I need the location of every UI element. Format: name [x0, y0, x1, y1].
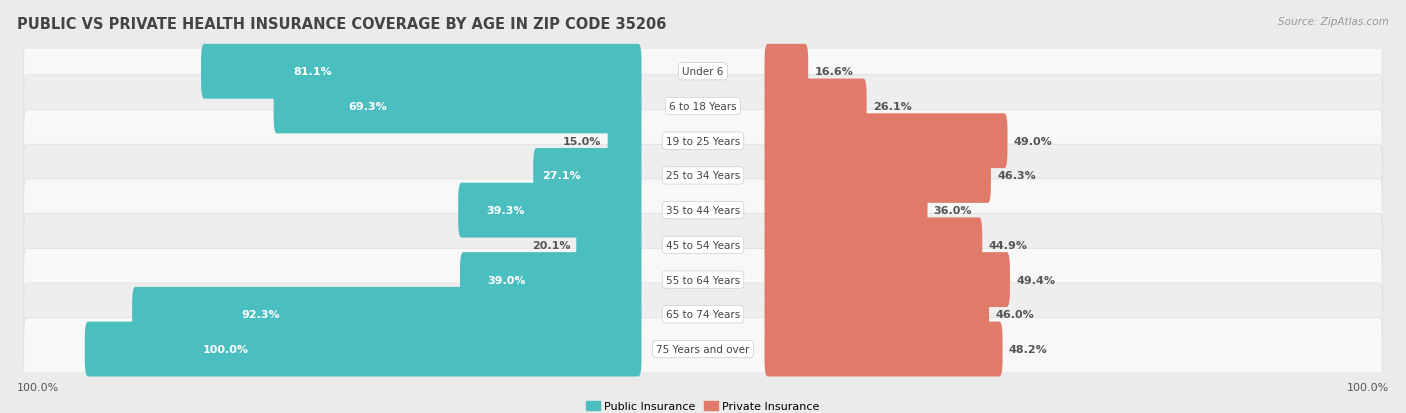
FancyBboxPatch shape	[765, 218, 983, 273]
FancyBboxPatch shape	[201, 45, 641, 100]
Text: 25 to 34 Years: 25 to 34 Years	[666, 171, 740, 181]
Text: 16.6%: 16.6%	[814, 67, 853, 77]
Text: 100.0%: 100.0%	[17, 382, 59, 392]
FancyBboxPatch shape	[24, 249, 1382, 311]
Text: 35 to 44 Years: 35 to 44 Years	[666, 206, 740, 216]
FancyBboxPatch shape	[24, 41, 1382, 103]
Text: 6 to 18 Years: 6 to 18 Years	[669, 102, 737, 112]
FancyBboxPatch shape	[765, 252, 1010, 307]
FancyBboxPatch shape	[458, 183, 641, 238]
Text: PUBLIC VS PRIVATE HEALTH INSURANCE COVERAGE BY AGE IN ZIP CODE 35206: PUBLIC VS PRIVATE HEALTH INSURANCE COVER…	[17, 17, 666, 31]
Text: 92.3%: 92.3%	[242, 310, 280, 320]
FancyBboxPatch shape	[84, 322, 641, 377]
FancyBboxPatch shape	[460, 252, 641, 307]
Text: 19 to 25 Years: 19 to 25 Years	[666, 136, 740, 146]
Text: 65 to 74 Years: 65 to 74 Years	[666, 310, 740, 320]
Text: 49.4%: 49.4%	[1017, 275, 1054, 285]
FancyBboxPatch shape	[765, 149, 991, 203]
Text: 46.3%: 46.3%	[997, 171, 1036, 181]
Text: 75 Years and over: 75 Years and over	[657, 344, 749, 354]
Text: 20.1%: 20.1%	[531, 240, 571, 250]
Text: 15.0%: 15.0%	[564, 136, 602, 146]
Text: 46.0%: 46.0%	[995, 310, 1033, 320]
FancyBboxPatch shape	[765, 79, 866, 134]
Text: 26.1%: 26.1%	[873, 102, 911, 112]
Legend: Public Insurance, Private Insurance: Public Insurance, Private Insurance	[586, 401, 820, 411]
FancyBboxPatch shape	[24, 180, 1382, 242]
Text: 45 to 54 Years: 45 to 54 Years	[666, 240, 740, 250]
Text: 100.0%: 100.0%	[1347, 382, 1389, 392]
FancyBboxPatch shape	[607, 114, 641, 169]
FancyBboxPatch shape	[533, 149, 641, 203]
FancyBboxPatch shape	[24, 76, 1382, 138]
FancyBboxPatch shape	[765, 287, 988, 342]
FancyBboxPatch shape	[24, 214, 1382, 276]
Text: 36.0%: 36.0%	[934, 206, 972, 216]
FancyBboxPatch shape	[274, 79, 641, 134]
FancyBboxPatch shape	[765, 322, 1002, 377]
FancyBboxPatch shape	[24, 283, 1382, 346]
Text: 39.0%: 39.0%	[488, 275, 526, 285]
FancyBboxPatch shape	[765, 183, 928, 238]
FancyBboxPatch shape	[576, 218, 641, 273]
FancyBboxPatch shape	[132, 287, 641, 342]
Text: 100.0%: 100.0%	[202, 344, 249, 354]
FancyBboxPatch shape	[765, 114, 1008, 169]
FancyBboxPatch shape	[24, 145, 1382, 207]
Text: Under 6: Under 6	[682, 67, 724, 77]
Text: 27.1%: 27.1%	[543, 171, 581, 181]
Text: Source: ZipAtlas.com: Source: ZipAtlas.com	[1278, 17, 1389, 26]
Text: 81.1%: 81.1%	[294, 67, 332, 77]
Text: 39.3%: 39.3%	[486, 206, 524, 216]
FancyBboxPatch shape	[24, 318, 1382, 380]
Text: 55 to 64 Years: 55 to 64 Years	[666, 275, 740, 285]
Text: 49.0%: 49.0%	[1014, 136, 1052, 146]
Text: 69.3%: 69.3%	[347, 102, 387, 112]
Text: 48.2%: 48.2%	[1008, 344, 1047, 354]
Text: 44.9%: 44.9%	[988, 240, 1028, 250]
FancyBboxPatch shape	[765, 45, 808, 100]
FancyBboxPatch shape	[24, 110, 1382, 173]
